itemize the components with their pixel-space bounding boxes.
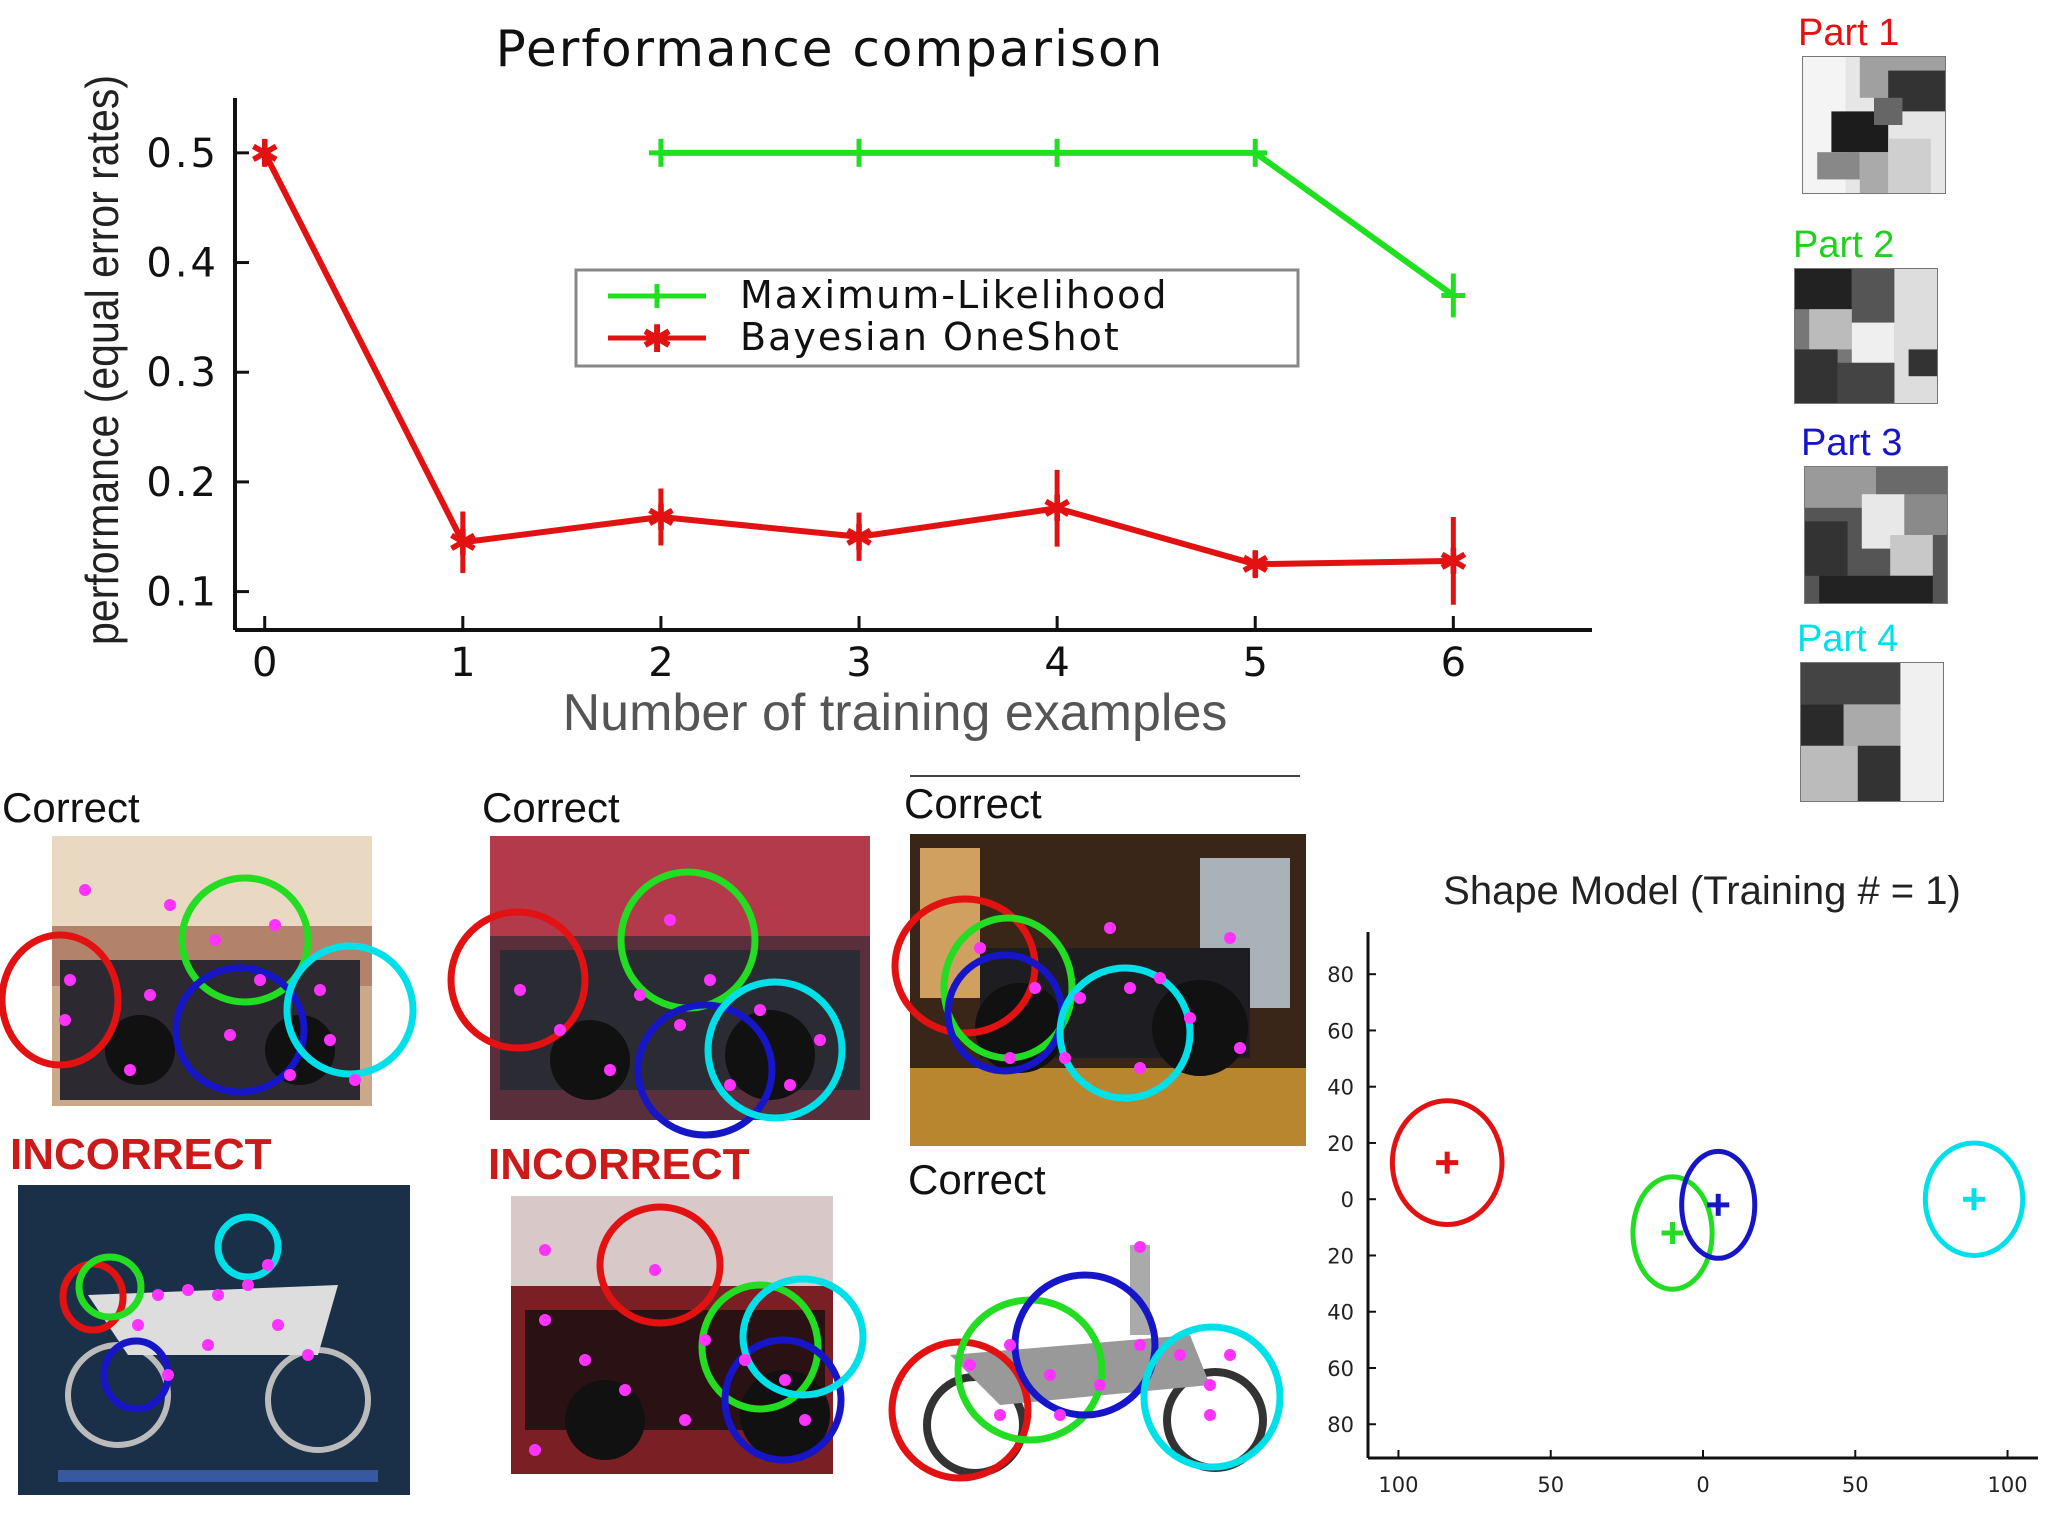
legend-label-bayes: Bayesian OneShot (740, 315, 1121, 359)
data-point-bayes: ✱ (250, 134, 280, 175)
part-2-patch (1794, 268, 1938, 404)
example-3-photo (891, 834, 1306, 1146)
data-point-bayes: ✱ (646, 498, 676, 539)
chart-legend: Maximum-Likelihood ✱ Bayesian OneShot (574, 268, 1300, 368)
data-point-bayes: ✱ (1042, 489, 1072, 530)
example-4-photo (18, 1185, 410, 1495)
example-1-status: Correct (2, 784, 140, 831)
data-point-bayes: ✱ (1438, 542, 1468, 583)
x-tick-label: 4 (1044, 640, 1069, 686)
x-tick-label: 6 (1441, 640, 1466, 686)
example-6-status: Correct (908, 1156, 1046, 1203)
shape-part-2-ellipse (1630, 1174, 1715, 1292)
x-tick-label: 3 (846, 640, 871, 686)
shape-y-tick-label: 80 (1327, 963, 1354, 987)
shape-part-4-ellipse (1922, 1140, 2026, 1258)
part-3-patch (1804, 466, 1948, 604)
example-5-status: INCORRECT (488, 1140, 750, 1189)
example-5-photo (511, 1196, 867, 1474)
shape-y-tick-label: 0 (1341, 1188, 1354, 1212)
shape-y-tick-label: 20 (1327, 1132, 1354, 1156)
example-1-photo (0, 836, 417, 1106)
y-tick-label: 0.3 (146, 350, 219, 396)
legend-marker-bayes: ✱ (641, 317, 673, 361)
performance-chart: Performance comparison performance (equa… (76, 20, 1592, 742)
shape-y-tick-label: 60 (1327, 1357, 1354, 1381)
part-1-label: Part 1 (1798, 12, 1900, 54)
part-4-label: Part 4 (1797, 618, 1899, 660)
part-2-label: Part 2 (1793, 224, 1895, 266)
x-axis-label: Number of training examples (563, 684, 1228, 742)
example-3-status: Correct (904, 780, 1042, 827)
shape-y-tick-label: 40 (1327, 1301, 1354, 1325)
separator-line (910, 775, 1300, 777)
part-4-patch (1800, 662, 1944, 802)
part-3-label: Part 3 (1801, 422, 1903, 464)
y-tick-label: 0.2 (146, 460, 219, 506)
y-axis-label: performance (equal error rates) (76, 75, 128, 645)
shape-x-tick-label: 100 (1378, 1473, 1418, 1497)
y-tick-label: 0.5 (146, 131, 219, 177)
shape-x-tick-label: 50 (1537, 1473, 1564, 1497)
data-point-bayes: ✱ (844, 518, 874, 559)
chart-title: Performance comparison (496, 20, 1165, 78)
example-6-photo (880, 1235, 1300, 1490)
shape-part-3-ellipse (1679, 1148, 1758, 1261)
shape-chart-title: Shape Model (Training # = 1) (1443, 869, 1961, 913)
example-2-status: Correct (482, 784, 620, 831)
shape-part-1-ellipse (1389, 1098, 1505, 1228)
example-4-status: INCORRECT (10, 1130, 272, 1179)
y-tick-label: 0.4 (146, 241, 219, 287)
shape-y-tick-label: 80 (1327, 1413, 1354, 1437)
y-tick-label: 0.1 (146, 570, 219, 616)
data-point-bayes: ✱ (448, 523, 478, 564)
x-tick-label: 2 (648, 640, 673, 686)
shape-y-tick-label: 40 (1327, 1076, 1354, 1100)
shape-model-chart: Shape Model (Training # = 1) 80 60 40 20 0 20… (1327, 869, 2038, 1497)
shape-x-tick-label: 0 (1696, 1473, 1709, 1497)
shape-y-tick-label: 60 (1327, 1019, 1354, 1043)
shape-x-tick-label: 100 (1987, 1473, 2027, 1497)
shape-x-tick-label: 50 (1842, 1473, 1869, 1497)
example-2-photo (447, 836, 870, 1139)
shape-y-tick-label: 20 (1327, 1244, 1354, 1268)
x-tick-label: 0 (252, 640, 277, 686)
legend-label-ml: Maximum-Likelihood (740, 273, 1169, 317)
x-tick-label: 1 (450, 640, 475, 686)
data-point-bayes: ✱ (1240, 545, 1270, 586)
part-1-patch (1802, 56, 1946, 194)
x-tick-label: 5 (1242, 640, 1267, 686)
